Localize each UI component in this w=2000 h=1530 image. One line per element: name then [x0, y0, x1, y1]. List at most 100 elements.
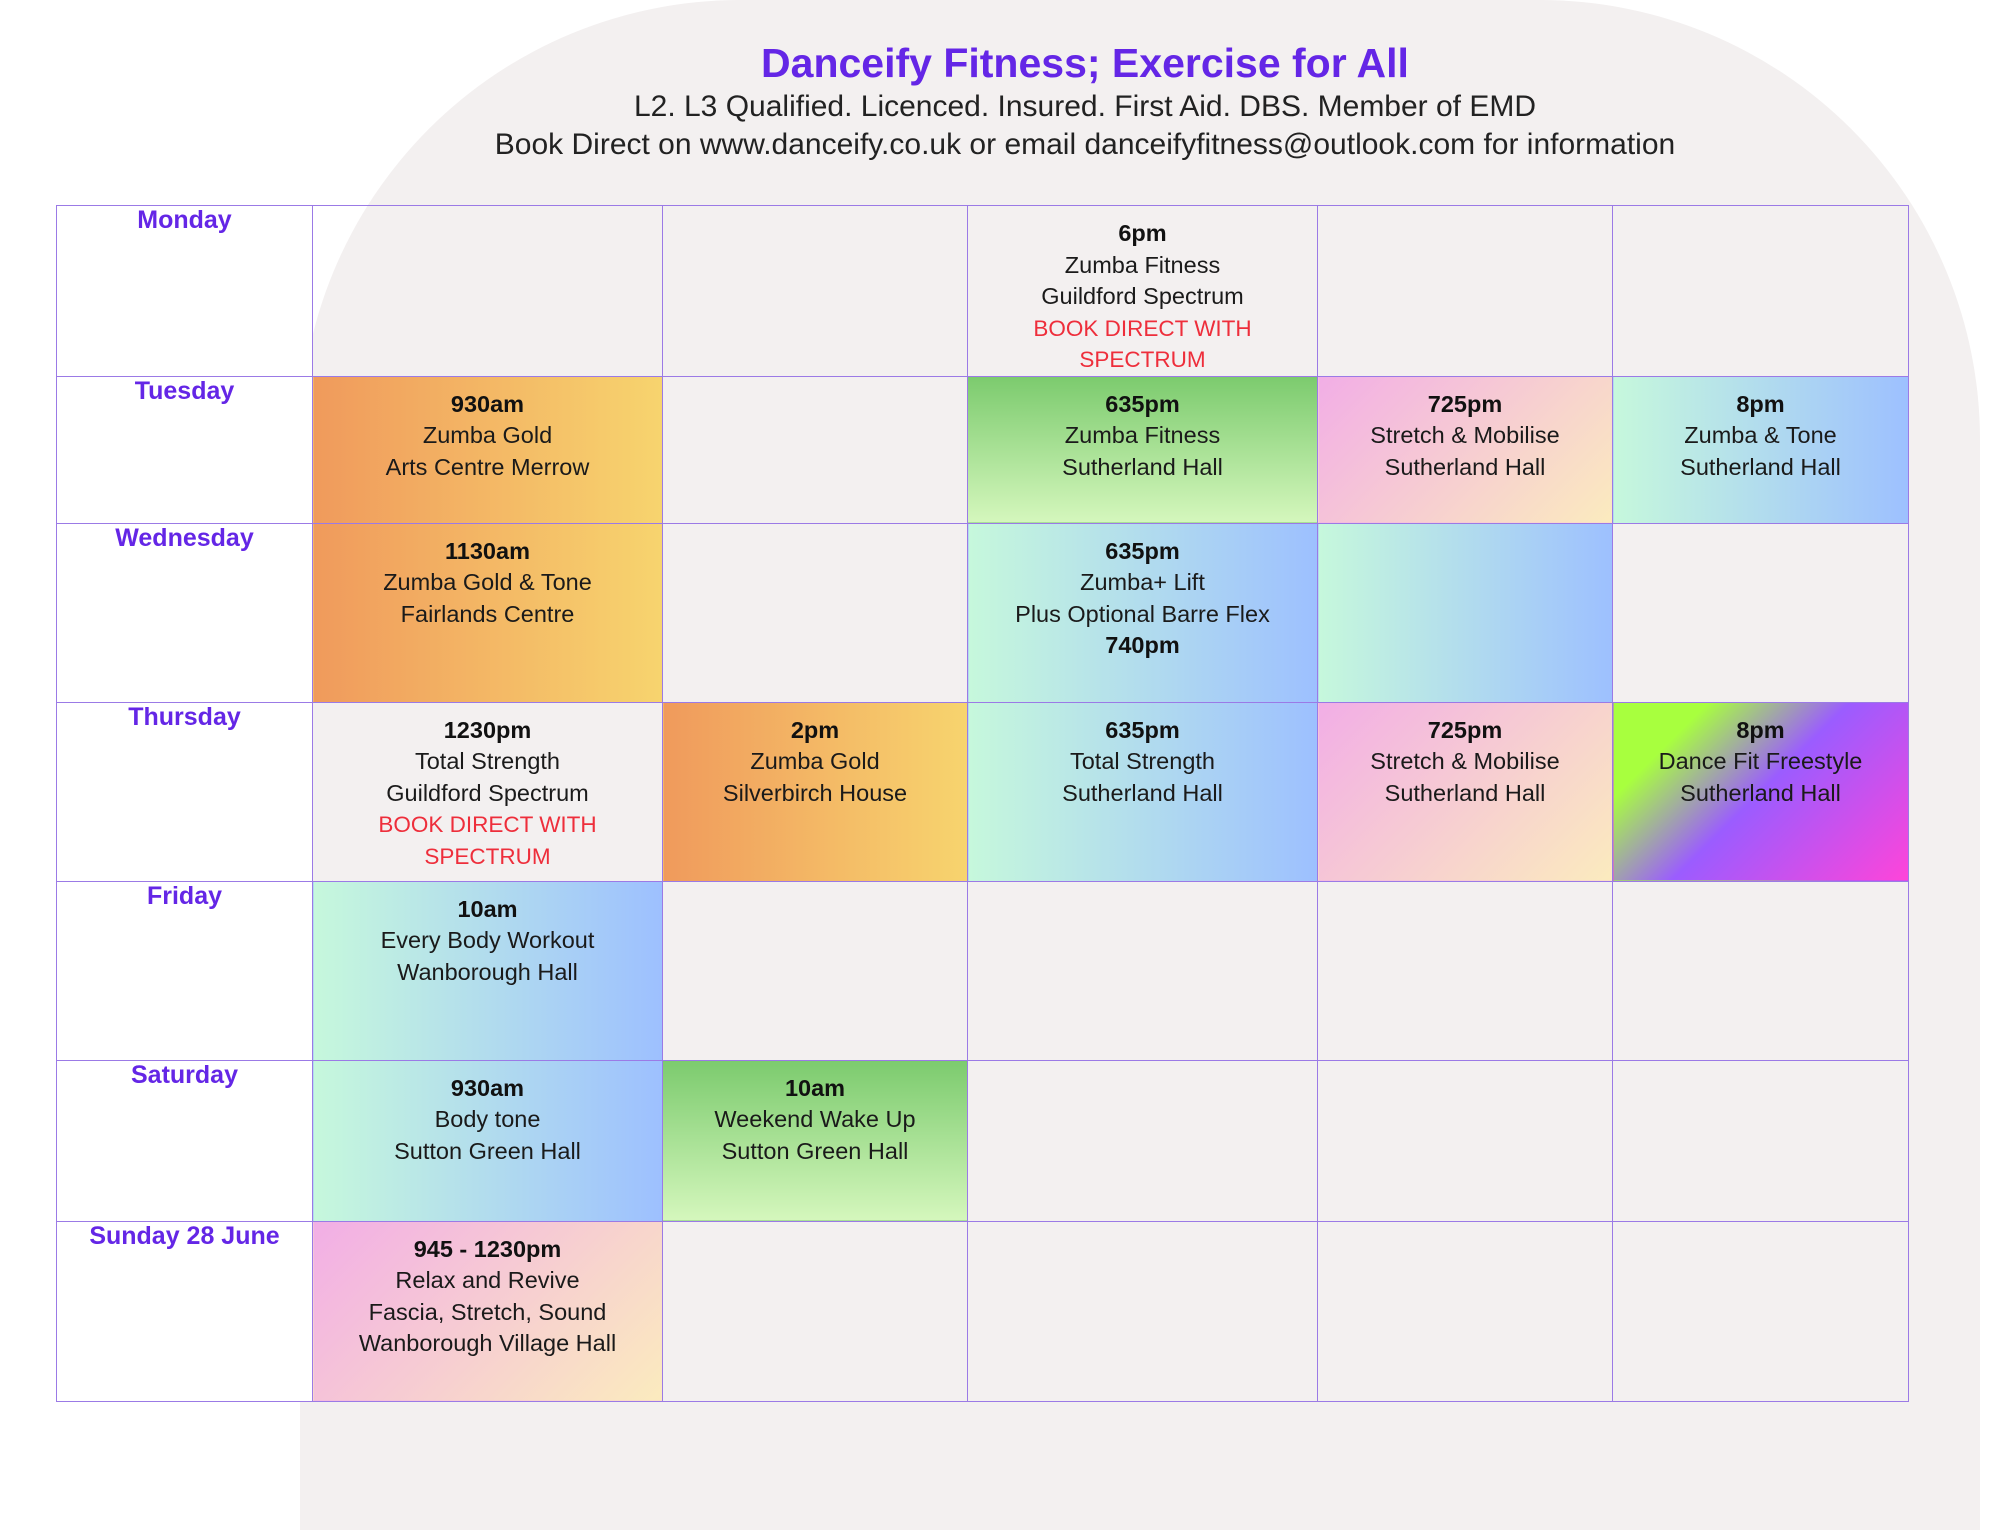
class-time: 635pm: [1105, 390, 1180, 417]
empty-slot: [1317, 880, 1613, 1061]
empty-slot: [662, 205, 968, 377]
class-detail: Sutherland Hall: [1384, 779, 1546, 806]
booking-warning: BOOK DIRECT WITH SPECTRUM: [1033, 315, 1252, 373]
empty-slot: [1612, 1059, 1909, 1222]
row-thursday: Thursday 1230pm Total Strength Guildford Sp…: [56, 701, 1909, 882]
class-slot: 930am Body tone Sutton Green Hall: [312, 1059, 663, 1222]
class-time: 1230pm: [443, 716, 532, 743]
class-detail: Sutherland Hall: [1062, 779, 1223, 806]
day-label: Monday: [56, 205, 313, 377]
row-wednesday: Wednesday 1130am Zumba Gold & Tone Fairland…: [56, 522, 1909, 703]
class-name: Every Body Workout: [380, 927, 595, 953]
class-detail: Sutherland Hall: [1384, 453, 1546, 480]
class-detail: Silverbirch House: [722, 779, 908, 806]
day-label: Wednesday: [56, 522, 313, 703]
day-label: Thursday: [56, 701, 313, 882]
class-detail: Guildford Spectrum: [1041, 283, 1244, 309]
class-name: Zumba Fitness: [1064, 251, 1221, 278]
class-time: 8pm: [1736, 716, 1785, 743]
class-time: 930am: [450, 390, 525, 417]
class-time: 6pm: [1118, 220, 1167, 246]
class-name: Zumba Gold: [750, 748, 880, 774]
day-label: Friday: [56, 880, 313, 1061]
day-label: Sunday 28 June: [56, 1220, 313, 1402]
class-time: 635pm: [1105, 537, 1180, 564]
class-time: 2pm: [790, 716, 840, 743]
class-time: 8pm: [1736, 390, 1785, 417]
class-detail: Sutherland Hall: [1680, 453, 1841, 480]
class-name: Zumba Gold: [422, 422, 553, 448]
class-detail: Fairlands Centre: [400, 600, 575, 627]
class-detail: Wanborough Village Hall: [358, 1330, 617, 1356]
class-detail: Arts Centre Merrow: [385, 453, 590, 480]
empty-slot: [1317, 1059, 1613, 1222]
class-detail: Plus Optional Barre Flex: [1015, 600, 1270, 627]
booking-warning: BOOK DIRECT WITH SPECTRUM: [378, 812, 597, 869]
class-slot: 635pm Zumba Fitness Sutherland Hall: [967, 375, 1318, 524]
empty-slot: [967, 1059, 1318, 1222]
empty-slot: [662, 1220, 968, 1402]
empty-slot: [662, 375, 968, 524]
class-time: 635pm: [1105, 716, 1180, 743]
day-label: Tuesday: [56, 375, 313, 524]
empty-slot: [662, 522, 968, 703]
class-name: Zumba & Tone: [1684, 422, 1837, 448]
qualifications-line: L2. L3 Qualified. Licenced. Insured. Fir…: [633, 90, 1537, 123]
class-slot: 2pm Zumba Gold Silverbirch House: [662, 701, 968, 882]
class-time: 1130am: [445, 537, 530, 564]
day-label: Saturday: [56, 1059, 313, 1222]
class-name: Stretch & Mobilise: [1370, 422, 1560, 448]
class-time: 930am: [450, 1074, 525, 1101]
class-name: Weekend Wake Up: [714, 1106, 916, 1132]
booking-info-line: Book Direct on www.danceify.co.uk or ema…: [494, 128, 1676, 161]
class-name: Dance Fit Freestyle: [1658, 748, 1863, 774]
class-detail: Guildford Spectrum: [386, 779, 589, 806]
class-time: 10am: [784, 1074, 846, 1101]
empty-slot: [1612, 522, 1909, 703]
class-name: Zumba+ Lift: [1080, 569, 1205, 595]
class-slot: 725pm Stretch & Mobilise Sutherland Hall: [1317, 375, 1613, 524]
empty-slot: [1612, 880, 1909, 1061]
class-name: Zumba Fitness: [1064, 422, 1221, 448]
page-title: Danceify Fitness; Exercise for All: [761, 40, 1409, 86]
class-slot: 10am Every Body Workout Wanborough Hall: [312, 880, 663, 1061]
empty-slot: [967, 880, 1318, 1061]
class-name: Stretch & Mobilise: [1370, 748, 1560, 774]
empty-slot: [1612, 205, 1909, 377]
class-slot: 8pm Zumba & Tone Sutherland Hall: [1612, 375, 1909, 524]
class-slot: 930am Zumba Gold Arts Centre Merrow: [312, 375, 663, 524]
class-time: 945 - 1230pm: [413, 1235, 562, 1262]
class-slot: 8pm Dance Fit Freestyle Sutherland Hall: [1612, 701, 1909, 882]
class-slot: 725pm Stretch & Mobilise Sutherland Hall: [1317, 701, 1613, 882]
class-slot: 6pm Zumba Fitness Guildford Spectrum BOOK D…: [967, 205, 1318, 377]
class-name: Zumba Gold & Tone: [383, 569, 592, 595]
class-detail: Fascia, Stretch, Sound: [368, 1298, 607, 1325]
row-monday: Monday 6pm Zumba Fitness Guildford Spectrum…: [56, 205, 1909, 377]
class-slot: 10am Weekend Wake Up Sutton Green Hall: [662, 1059, 968, 1222]
class-timetable: Monday 6pm Zumba Fitness Guildford Spectrum…: [56, 205, 1909, 1402]
empty-slot: [312, 205, 663, 377]
class-time: 725pm: [1427, 716, 1503, 743]
empty-slot: [967, 1220, 1318, 1402]
class-time-2: 740pm: [1105, 632, 1180, 658]
class-name: Total Strength: [1069, 748, 1215, 774]
row-sunday: Sunday 28 June 945 - 1230pm Relax and Revi…: [56, 1220, 1909, 1402]
empty-slot: [662, 880, 968, 1061]
row-saturday: Saturday 930am Body tone Sutton Green Hall 1…: [56, 1059, 1909, 1222]
class-slot: 1230pm Total Strength Guildford Spectrum BO…: [312, 701, 663, 882]
class-time: 725pm: [1427, 390, 1503, 417]
empty-slot: [1317, 1220, 1613, 1402]
class-detail: Sutton Green Hall: [721, 1137, 909, 1164]
class-time: 10am: [457, 895, 518, 922]
class-slot: 635pm Total Strength Sutherland Hall: [967, 701, 1318, 882]
class-slot: 635pm Zumba+ Lift Plus Optional Barre Flex…: [967, 522, 1318, 703]
empty-slot: [1317, 205, 1613, 377]
class-name: Relax and Revive: [395, 1267, 580, 1293]
empty-slot: [1612, 1220, 1909, 1402]
page-header: Danceify Fitness; Exercise for All L2. L…: [0, 38, 2000, 164]
shaded-slot: [1317, 522, 1613, 703]
class-detail: Wanborough Hall: [397, 958, 578, 985]
class-detail: Sutherland Hall: [1062, 453, 1223, 480]
class-detail: Sutherland Hall: [1680, 779, 1841, 806]
class-name: Body tone: [434, 1106, 541, 1132]
